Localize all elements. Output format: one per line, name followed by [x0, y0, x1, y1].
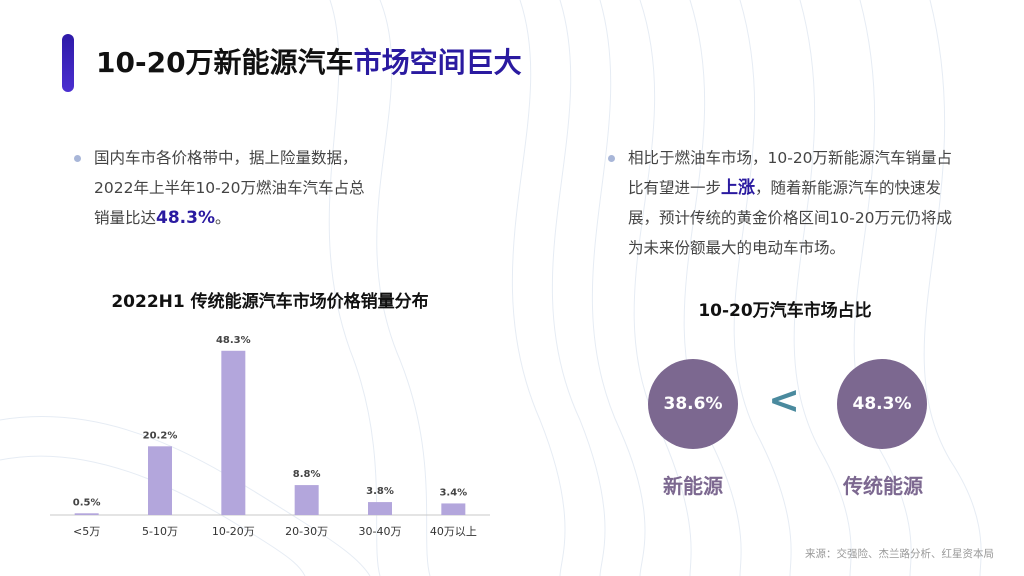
- traditional-energy-label: 传统能源: [843, 474, 923, 498]
- right-bullet-line: 为未来份额最大的电动车市场。: [628, 239, 846, 257]
- category-tick-label: 20-30万: [285, 525, 328, 538]
- bullet-dot-icon: [608, 155, 615, 162]
- category-tick-label: 10-20万: [212, 525, 255, 538]
- bar: [74, 513, 99, 515]
- new-energy-share-circle: 38.6%: [648, 359, 738, 449]
- page-title: 10-20万新能源汽车市场空间巨大: [96, 40, 522, 86]
- left-bullet-line: 国内车市各价格带中，据上险量数据，: [94, 149, 358, 167]
- right-bullet-line: 相比于燃油车市场，10-20万新能源汽车销量占: [628, 149, 953, 167]
- bar: [294, 485, 319, 515]
- bar-value-label: 0.5%: [73, 497, 101, 508]
- title-accent-bar: [62, 34, 74, 92]
- bar: [221, 350, 246, 515]
- category-tick-label: 40万以上: [430, 525, 477, 538]
- new-energy-label: 新能源: [663, 474, 723, 498]
- right-bullet-line: 展，预计传统的黄金价格区间10-20万元仍将成: [628, 209, 953, 227]
- right-bullet-text: 比有望进一步: [628, 179, 722, 197]
- bar-value-label: 3.4%: [439, 487, 467, 498]
- left-bullet-highlight-value: 48.3%: [156, 208, 215, 228]
- right-bullet-paragraph: 相比于燃油车市场，10-20万新能源汽车销量占 比有望进一步上涨，随着新能源汽车…: [608, 143, 988, 263]
- less-than-symbol: <: [768, 378, 800, 422]
- bar: [441, 503, 466, 515]
- right-bullet-line: 比有望进一步上涨，随着新能源汽车的快速发: [628, 173, 988, 203]
- chart-title: 2022H1 传统能源汽车市场价格销量分布: [111, 292, 429, 312]
- category-tick-label: 30-40万: [359, 525, 402, 538]
- comparison-title: 10-20万汽车市场占比: [698, 301, 872, 321]
- bar-value-label: 8.8%: [293, 469, 321, 480]
- left-bullet-line: 销量比达48.3%。: [94, 203, 424, 233]
- bar-chart: 0.5% <5万 20.2% 5-10万 48.3% 10-20万 8.8% 20-30万 3.…: [50, 335, 490, 538]
- right-bullet-highlight: 上涨: [721, 178, 756, 198]
- left-bullet-line: 2022年上半年10-20万燃油车汽车占总: [94, 179, 365, 197]
- category-tick-label: <5万: [73, 525, 100, 538]
- page-title-main: 10-20万新能源汽车: [96, 46, 354, 79]
- traditional-energy-share-circle: 48.3%: [837, 359, 927, 449]
- right-bullet-text: ，随着新能源汽车的快速发: [755, 179, 942, 197]
- bar-value-label: 3.8%: [366, 486, 394, 497]
- left-bullet-text: 。: [215, 209, 231, 227]
- page-title-highlight: 市场空间巨大: [353, 46, 522, 79]
- bar-value-label: 20.2%: [143, 430, 178, 441]
- left-bullet-text: 销量比达: [94, 209, 157, 227]
- bar-value-label: 48.3%: [216, 335, 251, 346]
- bar: [368, 502, 392, 515]
- bar: [148, 446, 172, 515]
- left-bullet-paragraph: 国内车市各价格带中，据上险量数据， 2022年上半年10-20万燃油车汽车占总 …: [74, 143, 424, 233]
- source-note: 来源：交强险、杰兰路分析、红星资本局: [805, 548, 994, 560]
- bullet-dot-icon: [74, 155, 81, 162]
- category-tick-label: 5-10万: [142, 525, 178, 538]
